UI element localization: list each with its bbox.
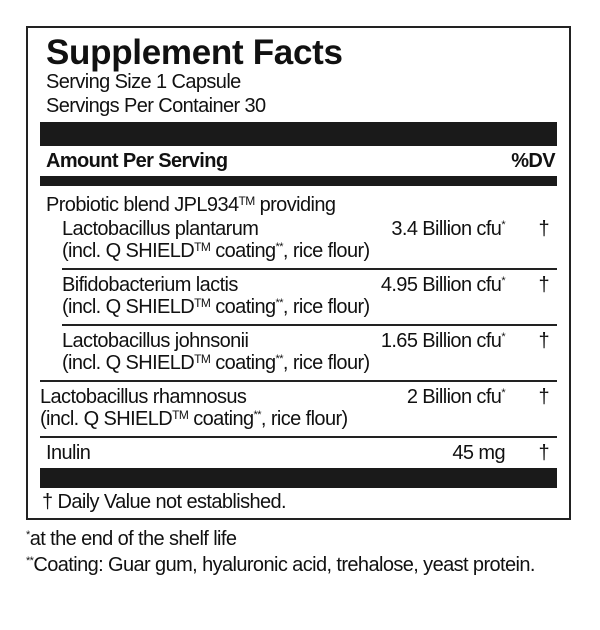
amount-per-serving-header: Amount Per Serving (46, 150, 228, 172)
supplement-facts-panel: Supplement Facts Serving Size 1 Capsule … (26, 26, 571, 520)
ingredient-dv: † (538, 218, 549, 240)
divider-bar (40, 176, 557, 186)
ingredient-detail: (incl. Q SHIELDTM coating**, rice flour) (62, 240, 370, 262)
ingredient-amount: 45 mg (452, 442, 505, 464)
row-divider (62, 324, 557, 326)
ingredient-amount: 2 Billion cfu* (406, 386, 506, 408)
ingredient-dv: † (538, 330, 549, 352)
blend-name: Probiotic blend JPL934TM providing (46, 194, 336, 216)
divider-bar (40, 468, 557, 488)
row-divider (40, 436, 557, 438)
ingredient-detail: (incl. Q SHIELDTM coating**, rice flour) (62, 352, 370, 374)
ingredient-name: Lactobacillus johnsonii (62, 330, 249, 352)
ingredient-detail: (incl. Q SHIELDTM coating**, rice flour) (62, 296, 370, 318)
ingredient-amount: 3.4 Billion cfu* (391, 218, 505, 240)
ingredient-name: Lactobacillus plantarum (62, 218, 259, 240)
ingredient-dv: † (538, 386, 549, 408)
row-divider (40, 380, 557, 382)
ingredient-name: Inulin (46, 442, 91, 464)
panel-title: Supplement Facts (46, 33, 343, 72)
serving-size: Serving Size 1 Capsule (46, 71, 241, 93)
ingredient-amount: 4.95 Billion cfu* (380, 274, 506, 296)
footnote: *at the end of the shelf life (26, 528, 237, 550)
ingredient-detail: (incl. Q SHIELDTM coating**, rice flour) (40, 408, 348, 430)
servings-per-container: Servings Per Container 30 (46, 95, 266, 117)
ingredient-dv: † (538, 274, 549, 296)
ingredient-name: Lactobacillus rhamnosus (40, 386, 247, 408)
ingredient-name: Bifidobacterium lactis (62, 274, 238, 296)
dv-header: %DV (511, 150, 555, 172)
daily-value-note: † Daily Value not established. (42, 491, 287, 513)
row-divider (62, 268, 557, 270)
ingredient-amount: 1.65 Billion cfu* (380, 330, 506, 352)
footnote: **Coating: Guar gum, hyaluronic acid, tr… (26, 554, 535, 576)
divider-bar (40, 122, 557, 146)
ingredient-dv: † (538, 442, 549, 464)
